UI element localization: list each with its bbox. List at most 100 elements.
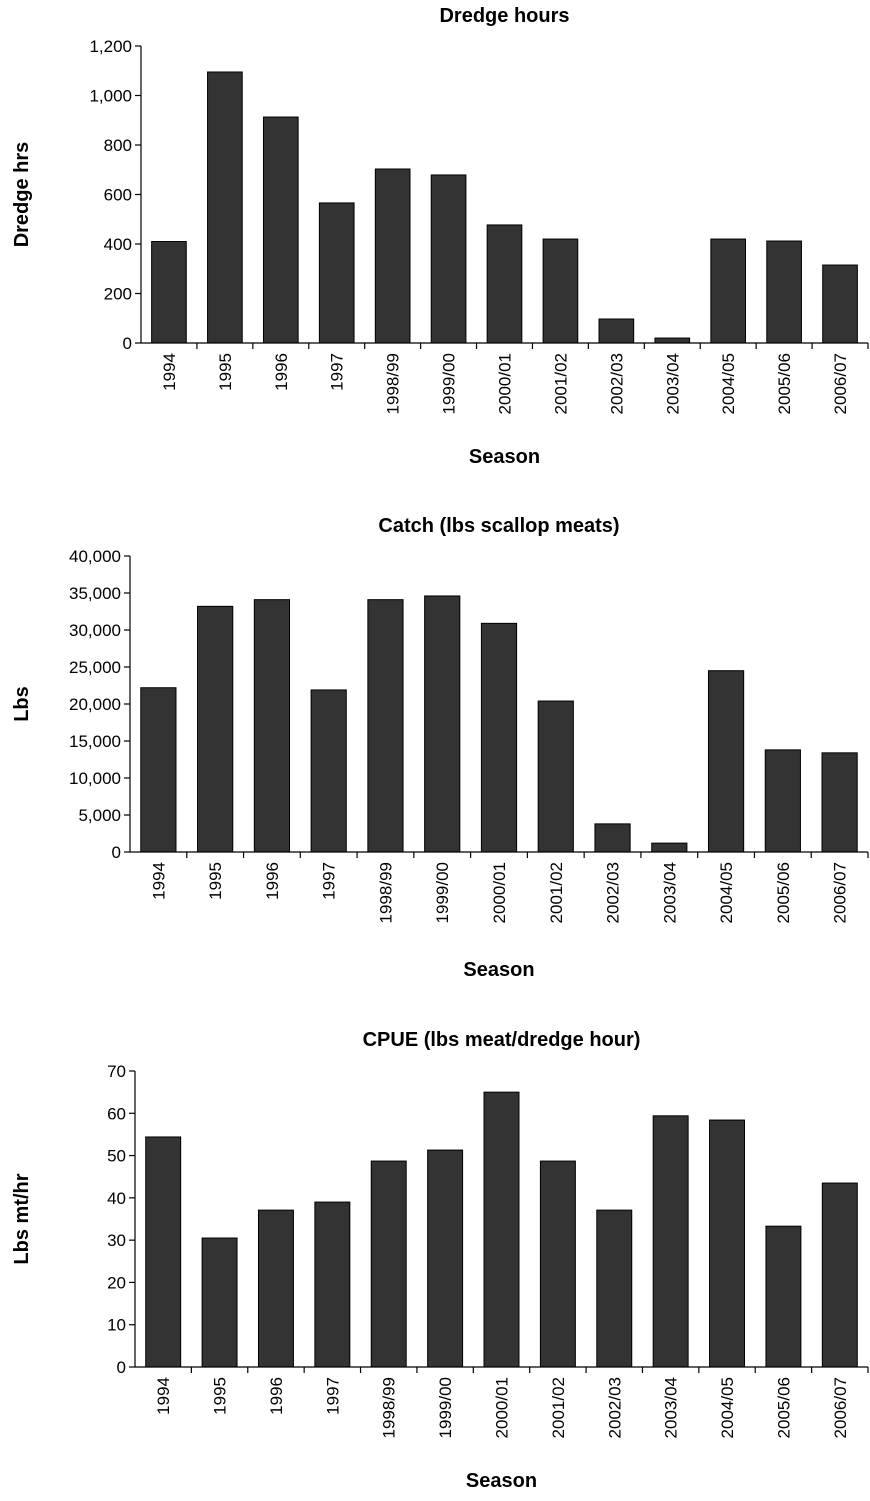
y-tick-label: 40	[107, 1189, 126, 1208]
x-tick-label: 2006/07	[831, 862, 850, 923]
bar	[427, 1149, 464, 1368]
y-tick-label: 30	[107, 1231, 126, 1250]
bar	[537, 700, 574, 853]
y-tick-label: 20	[107, 1273, 126, 1292]
x-tick-label: 2001/02	[549, 1377, 568, 1438]
x-tick-label: 1996	[267, 1377, 286, 1415]
x-tick-label: 2002/03	[607, 353, 626, 414]
x-tick-label: 2006/07	[831, 353, 850, 414]
chart-title: Catch (lbs scallop meats)	[378, 515, 619, 537]
bar	[197, 605, 234, 853]
x-tick-label: 2003/04	[662, 1377, 681, 1438]
chart-title: Dredge hours	[439, 5, 569, 27]
y-tick-label: 600	[104, 186, 132, 205]
bar	[651, 842, 688, 853]
bar	[480, 622, 518, 853]
x-tick-label: 2004/05	[718, 1377, 737, 1438]
bar	[764, 749, 801, 853]
y-tick-label: 1,200	[89, 37, 132, 56]
bar	[596, 1209, 633, 1368]
y-tick-label: 400	[104, 235, 132, 254]
y-tick-label: 70	[107, 1062, 126, 1081]
x-tick-label: 1996	[263, 862, 282, 900]
bar	[145, 1136, 182, 1368]
bar	[652, 1115, 689, 1368]
bar	[370, 1160, 407, 1368]
x-tick-label: 1998/99	[384, 353, 403, 414]
y-tick-label: 15,000	[69, 732, 121, 751]
y-tick-label: 20,000	[69, 695, 121, 714]
bar	[207, 71, 243, 344]
y-tick-label: 10,000	[69, 769, 121, 788]
x-tick-label: 1996	[272, 353, 291, 391]
y-tick-label: 50	[107, 1147, 126, 1166]
x-tick-label: 1994	[160, 353, 179, 391]
y-tick-label: 1,000	[89, 87, 132, 106]
x-tick-label: 2003/04	[663, 353, 682, 414]
bar	[539, 1160, 576, 1368]
bar	[310, 689, 347, 853]
y-tick-label: 60	[107, 1104, 126, 1123]
bar	[486, 224, 523, 344]
y-axis-title: Dredge hrs	[11, 142, 33, 248]
x-tick-label: 2001/02	[547, 862, 566, 923]
x-tick-label: 1997	[323, 1377, 342, 1415]
x-tick-label: 2005/06	[774, 862, 793, 923]
x-tick-label: 2002/03	[605, 1377, 624, 1438]
bar	[201, 1237, 238, 1368]
x-tick-label: 2006/07	[831, 1377, 850, 1438]
y-axis-title: Lbs mt/hr	[11, 1173, 33, 1264]
y-tick-label: 30,000	[69, 621, 121, 640]
bar	[367, 599, 404, 853]
y-tick-label: 0	[112, 843, 121, 862]
x-axis-title: Season	[469, 446, 540, 468]
bar	[262, 116, 299, 344]
bar	[253, 599, 291, 853]
y-tick-label: 800	[104, 136, 132, 155]
x-tick-label: 1995	[211, 1377, 230, 1415]
x-tick-label: 2000/01	[493, 1377, 512, 1438]
bar	[822, 264, 858, 344]
bar	[654, 337, 691, 344]
x-tick-label: 1997	[320, 862, 339, 900]
x-tick-label: 1994	[149, 862, 168, 900]
bar	[542, 238, 579, 344]
bar	[318, 202, 355, 344]
x-tick-label: 2001/02	[551, 353, 570, 414]
x-tick-label: 1999/00	[433, 862, 452, 923]
bar	[766, 240, 802, 344]
x-tick-label: 2003/04	[660, 862, 679, 923]
y-axis-title: Lbs	[11, 686, 33, 722]
x-tick-label: 1999/00	[440, 353, 459, 414]
bar	[257, 1209, 294, 1368]
bar	[314, 1201, 351, 1368]
x-tick-label: 1998/99	[380, 1377, 399, 1438]
bar	[598, 318, 635, 344]
bar	[821, 752, 858, 853]
bar	[430, 174, 467, 344]
bar	[483, 1091, 520, 1368]
x-tick-label: 2005/06	[774, 1377, 793, 1438]
bar	[765, 1225, 802, 1368]
x-axis-title: Season	[463, 959, 534, 981]
bar	[140, 687, 177, 853]
y-tick-label: 35,000	[69, 584, 121, 603]
bar	[374, 168, 411, 344]
x-tick-label: 1999/00	[436, 1377, 455, 1438]
x-tick-label: 2002/03	[604, 862, 623, 923]
bar	[821, 1182, 858, 1368]
y-tick-label: 200	[104, 285, 132, 304]
y-tick-label: 25,000	[69, 658, 121, 677]
x-tick-label: 1997	[328, 353, 347, 391]
x-tick-label: 1995	[216, 353, 235, 391]
x-tick-label: 1994	[154, 1377, 173, 1415]
x-tick-label: 2005/06	[775, 353, 794, 414]
x-tick-label: 2000/01	[490, 862, 509, 923]
x-tick-label: 2004/05	[717, 862, 736, 923]
bar	[709, 1119, 746, 1368]
y-tick-label: 0	[123, 334, 132, 353]
y-tick-label: 0	[117, 1358, 126, 1377]
bar	[707, 670, 745, 853]
